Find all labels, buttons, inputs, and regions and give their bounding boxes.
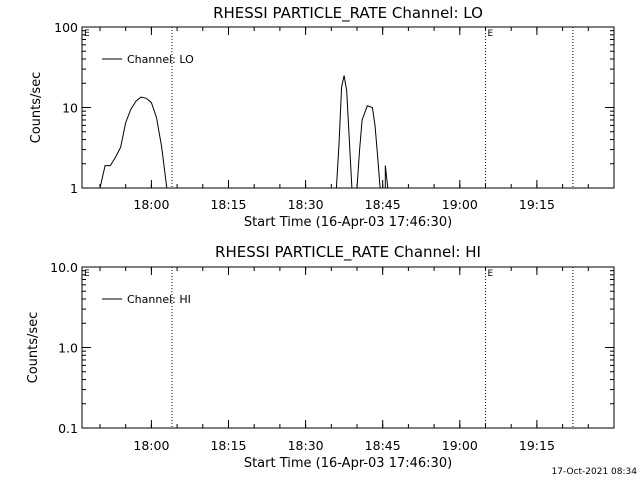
series-line-segment bbox=[335, 75, 353, 189]
chart-panel-hi: RHESSI PARTICLE_RATE Channel: HI 18:00 18:… bbox=[26, 243, 615, 471]
plot-frame bbox=[81, 266, 615, 429]
vertical-marker-label: E bbox=[487, 29, 493, 39]
x-tick-label: 18:30 bbox=[288, 438, 324, 453]
vertical-marker-label: E bbox=[487, 269, 493, 279]
y-tick-label: 1 bbox=[70, 181, 78, 196]
y-tick-label: 100 bbox=[54, 20, 78, 35]
x-tick-label: 18:15 bbox=[210, 197, 246, 212]
y-tick-label: 1.0 bbox=[58, 341, 78, 356]
x-tick-label: 18:45 bbox=[365, 197, 401, 212]
y-tick-label: 0.1 bbox=[58, 421, 78, 436]
x-tick-label: 18:45 bbox=[365, 438, 401, 453]
chart-title: RHESSI PARTICLE_RATE Channel: LO bbox=[213, 4, 483, 23]
series-line-segment bbox=[356, 105, 381, 189]
x-tick-label: 19:15 bbox=[519, 197, 555, 212]
x-axis-label: Start Time (16-Apr-03 17:46:30) bbox=[244, 215, 452, 230]
y-axis-label: Counts/sec bbox=[29, 72, 44, 144]
y-axis-label: Counts/sec bbox=[26, 312, 41, 384]
chart-title: RHESSI PARTICLE_RATE Channel: HI bbox=[215, 243, 481, 262]
x-tick-label: 19:00 bbox=[442, 438, 478, 453]
x-tick-label: 18:30 bbox=[288, 197, 324, 212]
x-tick-label: 19:00 bbox=[442, 197, 478, 212]
corner-marker-label: E bbox=[84, 269, 90, 279]
x-tick-label: 18:15 bbox=[210, 438, 246, 453]
legend-label: Channel: LO bbox=[127, 53, 194, 66]
footer-timestamp: 17-Oct-2021 08:34 bbox=[552, 467, 638, 477]
series-line-segment bbox=[99, 96, 168, 189]
x-tick-label: 18:00 bbox=[133, 197, 169, 212]
x-tick-label: 19:15 bbox=[519, 438, 555, 453]
x-axis-label: Start Time (16-Apr-03 17:46:30) bbox=[244, 456, 452, 471]
series-line-segment bbox=[384, 165, 389, 189]
chart-panel-lo: RHESSI PARTICLE_RATE Channel: LO 18:00 18:… bbox=[29, 4, 615, 230]
x-tick-label: 18:00 bbox=[133, 438, 169, 453]
corner-marker-label: E bbox=[84, 29, 90, 39]
y-tick-label: 10.0 bbox=[50, 260, 78, 275]
y-tick-label: 10 bbox=[62, 101, 78, 116]
legend-label: Channel: HI bbox=[127, 293, 191, 306]
